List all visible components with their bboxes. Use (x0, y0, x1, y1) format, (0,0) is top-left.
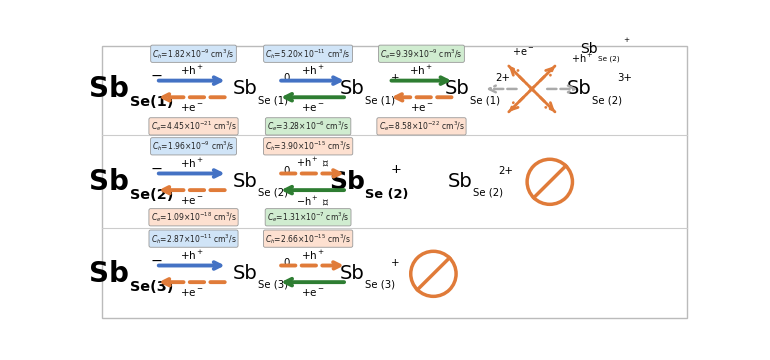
Text: Se(1): Se(1) (129, 95, 173, 109)
Text: +h$^+$: +h$^+$ (410, 63, 434, 77)
Text: Se (2): Se (2) (592, 95, 622, 105)
Text: +h$^+$: +h$^+$ (571, 52, 594, 65)
Text: +h$^+$: +h$^+$ (300, 63, 325, 77)
Text: −: − (151, 254, 162, 268)
Text: Sb: Sb (329, 170, 365, 194)
Text: Se (1): Se (1) (366, 95, 396, 105)
Text: +e$^-$: +e$^-$ (300, 102, 324, 113)
Text: −: − (151, 162, 162, 176)
Text: Sb: Sb (89, 75, 129, 103)
Text: $C_h$=5.20×10$^{-11}$ cm$^3$/s: $C_h$=5.20×10$^{-11}$ cm$^3$/s (266, 47, 351, 61)
Text: +: + (623, 37, 629, 43)
Text: +e$^-$: +e$^-$ (511, 46, 534, 57)
Text: +: + (390, 73, 399, 83)
Text: Sb: Sb (233, 172, 257, 191)
Text: +h$^+$ 🚀: +h$^+$ 🚀 (296, 156, 330, 169)
Text: +: + (390, 258, 399, 268)
Text: $C_e$=1.31×10$^{-7}$ cm$^3$/s: $C_e$=1.31×10$^{-7}$ cm$^3$/s (267, 210, 350, 224)
Text: +e$^-$: +e$^-$ (410, 102, 434, 113)
Text: 0: 0 (283, 258, 290, 268)
Text: +h$^+$: +h$^+$ (300, 248, 325, 261)
Text: $C_h$=1.96×10$^{-9}$ cm$^3$/s: $C_h$=1.96×10$^{-9}$ cm$^3$/s (152, 139, 235, 153)
Text: $C_e$=4.45×10$^{-21}$ cm$^3$/s: $C_e$=4.45×10$^{-21}$ cm$^3$/s (151, 120, 236, 133)
Text: $C_h$=3.90×10$^{-15}$ cm$^3$/s: $C_h$=3.90×10$^{-15}$ cm$^3$/s (265, 139, 351, 153)
Text: +e$^-$: +e$^-$ (179, 195, 204, 206)
Text: 2+: 2+ (495, 73, 510, 83)
Text: Se (2): Se (2) (473, 188, 503, 198)
Text: Sb: Sb (447, 172, 472, 191)
Text: Sb: Sb (444, 80, 469, 98)
Text: Sb: Sb (567, 80, 591, 98)
Text: +h$^+$: +h$^+$ (179, 63, 204, 77)
Text: +e$^-$: +e$^-$ (179, 102, 204, 113)
Text: Sb: Sb (340, 80, 365, 98)
Text: Se(3): Se(3) (129, 280, 173, 294)
Text: Se (2): Se (2) (598, 55, 620, 62)
Text: Se(2): Se(2) (129, 188, 173, 202)
Text: Sb: Sb (233, 80, 257, 98)
Text: +e$^-$: +e$^-$ (179, 287, 204, 298)
Text: 0: 0 (283, 73, 290, 83)
Text: 0: 0 (283, 166, 290, 176)
Text: +: + (390, 163, 401, 176)
Text: Se (2): Se (2) (366, 188, 409, 201)
Text: Sb: Sb (89, 168, 129, 196)
Text: $C_h$=1.82×10$^{-9}$ cm$^3$/s: $C_h$=1.82×10$^{-9}$ cm$^3$/s (152, 47, 235, 61)
Text: $C_h$=2.66×10$^{-15}$ cm$^3$/s: $C_h$=2.66×10$^{-15}$ cm$^3$/s (265, 232, 351, 246)
Text: Sb: Sb (580, 42, 598, 56)
Text: Se (1): Se (1) (258, 95, 288, 105)
Text: −: − (151, 69, 162, 83)
Text: 2+: 2+ (498, 166, 513, 176)
Text: $C_e$=3.28×10$^{-6}$ cm$^3$/s: $C_e$=3.28×10$^{-6}$ cm$^3$/s (267, 120, 349, 133)
Text: +e$^-$: +e$^-$ (300, 287, 324, 298)
Text: Se (3): Se (3) (366, 280, 396, 290)
Text: Sb: Sb (340, 264, 365, 283)
Text: −h$^+$ 🚀: −h$^+$ 🚀 (296, 195, 330, 208)
Text: Sb: Sb (233, 264, 257, 283)
Text: 3+: 3+ (618, 73, 632, 83)
Text: $C_e$=9.39×10$^{-9}$ cm$^3$/s: $C_e$=9.39×10$^{-9}$ cm$^3$/s (380, 47, 463, 61)
Text: Se (2): Se (2) (258, 188, 288, 198)
Text: Sb: Sb (89, 260, 129, 288)
Text: $C_h$=2.87×10$^{-11}$ cm$^3$/s: $C_h$=2.87×10$^{-11}$ cm$^3$/s (151, 232, 236, 246)
Text: +h$^+$: +h$^+$ (179, 248, 204, 261)
Text: $C_e$=8.58×10$^{-22}$ cm$^3$/s: $C_e$=8.58×10$^{-22}$ cm$^3$/s (379, 120, 464, 133)
Text: Se (1): Se (1) (470, 95, 500, 105)
Text: $C_e$=1.09×10$^{-18}$ cm$^3$/s: $C_e$=1.09×10$^{-18}$ cm$^3$/s (151, 210, 236, 224)
Text: Se (3): Se (3) (258, 280, 288, 290)
Text: +h$^+$: +h$^+$ (179, 156, 204, 170)
